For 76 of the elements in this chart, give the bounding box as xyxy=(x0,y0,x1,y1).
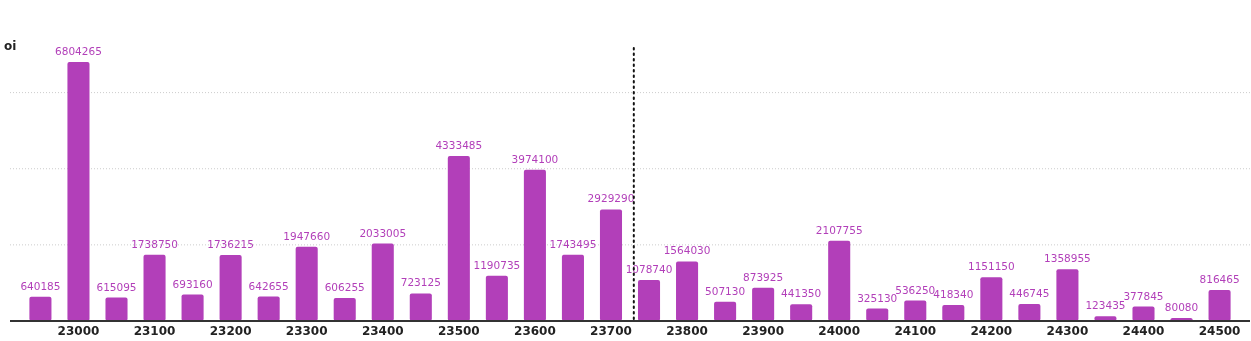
x-tick-label: 23100 xyxy=(133,324,176,338)
bar xyxy=(333,297,356,321)
x-tick-label: 23900 xyxy=(742,324,784,338)
data-label: 3974100 xyxy=(511,152,559,165)
data-label: 2107755 xyxy=(815,223,863,236)
bar xyxy=(409,293,432,321)
x-tick-label: 23700 xyxy=(590,324,632,338)
data-label: 441350 xyxy=(781,287,822,300)
data-label: 2929290 xyxy=(587,192,635,205)
data-label: 615095 xyxy=(96,280,137,293)
data-label: 325130 xyxy=(857,291,898,304)
x-tick-label: 24300 xyxy=(1046,324,1089,338)
x-tick-label: 23500 xyxy=(437,324,480,338)
data-label: 640185 xyxy=(20,279,61,292)
data-label: 1736215 xyxy=(207,237,254,250)
bar xyxy=(29,296,52,321)
x-tick-label: 23600 xyxy=(514,324,556,338)
bar xyxy=(637,279,661,321)
x-tick-label: 23000 xyxy=(57,324,100,338)
data-label: 606255 xyxy=(324,280,365,293)
data-label: 1738750 xyxy=(131,237,178,250)
data-label: 1078740 xyxy=(625,262,673,275)
x-tick-label: 24500 xyxy=(1198,324,1241,338)
data-label: 1947660 xyxy=(283,229,331,242)
bar xyxy=(371,243,394,321)
data-label: 446745 xyxy=(1009,286,1050,299)
bar xyxy=(1208,289,1231,321)
x-tick-label: 24100 xyxy=(894,324,937,338)
bar xyxy=(485,275,508,321)
data-label: 2033005 xyxy=(359,226,407,239)
bar xyxy=(752,287,775,321)
bar xyxy=(295,246,318,321)
data-label: 377845 xyxy=(1123,289,1164,302)
data-label: 642655 xyxy=(248,279,289,292)
x-tick-label: 23400 xyxy=(361,324,404,338)
bar xyxy=(1132,306,1155,321)
bar xyxy=(561,254,584,321)
bar xyxy=(181,294,204,321)
data-label: 4333485 xyxy=(435,139,483,152)
data-label: 80080 xyxy=(1164,300,1199,313)
bar xyxy=(143,254,166,321)
data-label: 1190735 xyxy=(473,258,521,271)
bar xyxy=(942,305,965,321)
data-label: 816465 xyxy=(1199,272,1240,285)
bar xyxy=(904,300,927,321)
bar xyxy=(257,296,280,321)
bar xyxy=(523,169,546,321)
bar xyxy=(676,261,699,321)
data-label: 723125 xyxy=(400,276,441,289)
data-label: 693160 xyxy=(172,277,213,290)
x-tick-label: 24400 xyxy=(1122,324,1165,338)
x-tick-label: 23800 xyxy=(666,324,708,338)
bar xyxy=(67,62,90,321)
bar xyxy=(980,277,1003,321)
bar xyxy=(1056,269,1079,321)
data-label: 507130 xyxy=(705,284,746,297)
x-tick-label: 23200 xyxy=(209,324,252,338)
data-label: 1743495 xyxy=(549,237,597,250)
data-label: 873925 xyxy=(743,270,784,283)
bar xyxy=(447,156,470,321)
data-label: 1564030 xyxy=(663,244,711,257)
y-axis-title: oi xyxy=(4,39,17,53)
x-tick-label: 23300 xyxy=(285,324,328,338)
bar xyxy=(219,254,242,321)
data-label: 1151150 xyxy=(967,260,1015,273)
data-label: 1358955 xyxy=(1044,252,1091,265)
data-label: 123435 xyxy=(1085,299,1126,312)
data-label: 6804265 xyxy=(55,45,102,57)
bar xyxy=(105,297,128,321)
bar xyxy=(714,301,737,321)
bar xyxy=(790,304,813,321)
bar xyxy=(599,209,623,321)
x-tick-label: 24000 xyxy=(818,324,861,338)
x-tick-label: 24200 xyxy=(970,324,1013,338)
bar xyxy=(828,240,851,321)
bar xyxy=(1018,304,1041,321)
